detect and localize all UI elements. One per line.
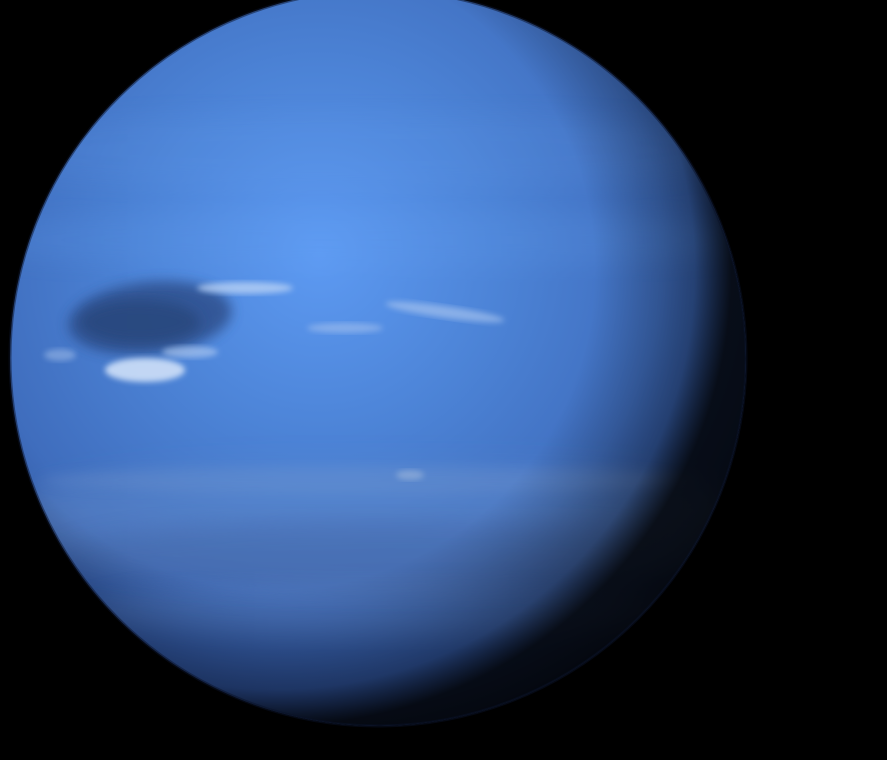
space-background	[8, 0, 748, 728]
planet-image	[8, 0, 748, 728]
